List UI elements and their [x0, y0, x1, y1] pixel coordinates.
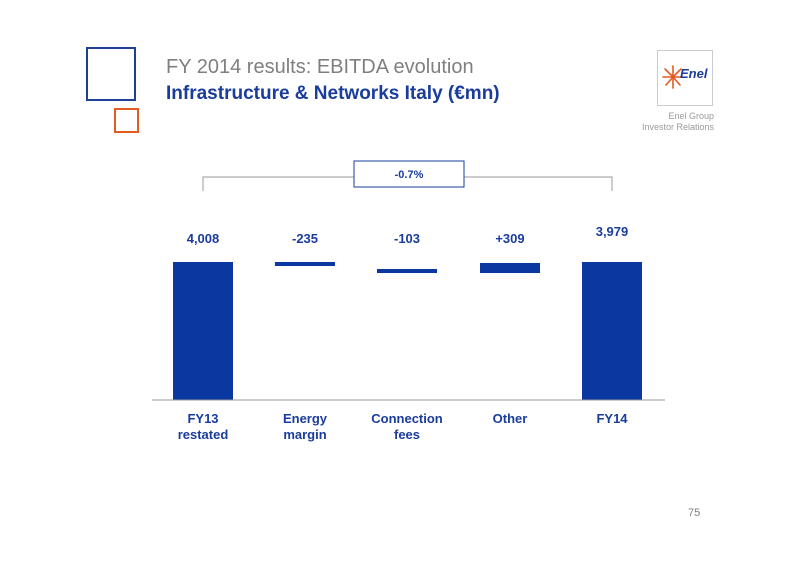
bar-2: [377, 269, 437, 273]
data-label-4: 3,979: [596, 224, 629, 239]
bar-0: [173, 262, 233, 400]
bar-3: [480, 263, 540, 273]
category-label-0-0: FY13: [187, 411, 218, 426]
change-annotation-label: -0.7%: [395, 169, 424, 181]
enel-flower-logo-icon: [662, 65, 684, 89]
decorative-blue-square: [86, 47, 136, 101]
investor-relations-label: Investor Relations: [641, 122, 714, 132]
category-label-1-1: margin: [283, 427, 326, 442]
group-label: Enel Group: [668, 111, 714, 121]
category-label-3-0: Other: [493, 411, 528, 426]
category-label-4-0: FY14: [596, 411, 628, 426]
page-number: 75: [688, 507, 701, 519]
bar-4: [582, 262, 642, 400]
page-subtitle: Infrastructure & Networks Italy (€mn): [166, 83, 500, 104]
change-annotation-box: [353, 160, 465, 188]
category-label-1-0: Energy: [283, 411, 328, 426]
category-label-2-0: Connection: [371, 411, 443, 426]
category-label-2-1: fees: [394, 427, 420, 442]
logo-text: Enel: [680, 66, 708, 81]
enel-logo: Enel: [657, 50, 713, 106]
data-label-1: -235: [292, 231, 318, 246]
decorative-orange-square: [114, 108, 139, 133]
data-label-0: 4,008: [187, 231, 220, 246]
page-title: FY 2014 results: EBITDA evolution: [166, 56, 474, 78]
category-label-0-1: restated: [178, 427, 229, 442]
data-label-3: +309: [495, 231, 524, 246]
bar-1: [275, 262, 335, 266]
data-label-2: -103: [394, 231, 420, 246]
